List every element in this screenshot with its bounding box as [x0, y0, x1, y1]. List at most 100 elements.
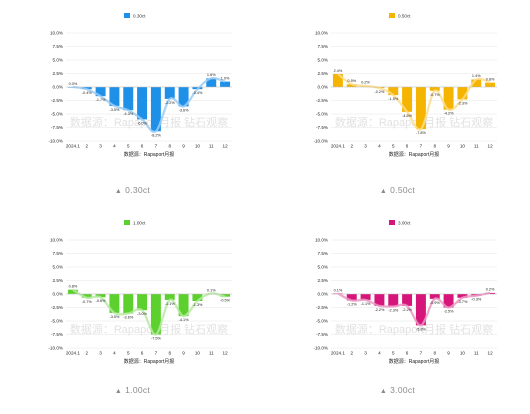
chart-panel-300: 3.00ct 10.0% 7.5% 5.0% 2.5% 0.0% -2.5% -5.0% -7.…: [265, 207, 530, 414]
x-tick-label: 4: [378, 144, 381, 149]
y-tick-label: -7.5%: [51, 332, 63, 337]
y-tick-label: -5.0%: [51, 112, 63, 117]
triangle-icon: ▲: [379, 388, 388, 395]
legend: 0.50ct: [389, 13, 411, 19]
data-label: -0.3%: [471, 298, 482, 302]
data-label: 0.2%: [361, 81, 370, 85]
data-label: -0.2%: [374, 90, 385, 94]
x-tick-label: 5: [392, 144, 395, 149]
x-tick-label: 2024.1: [66, 351, 80, 356]
triangle-icon: ▲: [114, 188, 123, 195]
x-tick-label: 8: [168, 144, 171, 149]
x-tick-label: 6: [406, 351, 409, 356]
y-tick-label: 10.0%: [50, 31, 63, 36]
y-tick-label: 2.5%: [318, 71, 328, 76]
data-label: -0.4%: [192, 91, 203, 95]
chart-030: 0.30ct 10.0% 7.5% 5.0% 2.5% 0.0% -2.5% -5.0% -7.…: [48, 13, 232, 158]
legend-swatch: [124, 220, 130, 225]
y-tick-label: 0.0%: [53, 85, 63, 90]
x-tick-label: 7: [155, 351, 158, 356]
legend-swatch: [389, 220, 395, 225]
bar: [137, 87, 148, 120]
x-tick-label: 5: [127, 351, 130, 356]
y-tick-label: 0.0%: [318, 85, 328, 90]
source-label: 数据源：Rapaport月报: [124, 358, 175, 365]
data-label: 0.8%: [486, 77, 495, 81]
bar: [457, 294, 468, 298]
data-label: -3.0%: [137, 312, 148, 316]
x-tick-label: 2024.1: [331, 351, 345, 356]
chart-panel-030: 0.30ct 10.0% 7.5% 5.0% 2.5% 0.0% -2.5% -5.0% -7.…: [0, 0, 265, 207]
x-tick-label: 5: [127, 144, 130, 149]
bar: [471, 79, 482, 87]
x-tick-label: 9: [182, 351, 185, 356]
bar: [402, 294, 413, 306]
bar: [402, 87, 413, 112]
y-tick-label: 7.5%: [53, 44, 63, 49]
x-tick-label: 3: [364, 144, 367, 149]
x-tick-label: 12: [223, 351, 229, 356]
data-label: -2.2%: [165, 101, 176, 105]
bar: [95, 294, 106, 298]
x-tick-label: 7: [155, 144, 158, 149]
x-tick-label: 10: [460, 144, 466, 149]
y-tick-label: -2.5%: [316, 305, 328, 310]
data-label: 0.1%: [207, 288, 216, 292]
x-tick-label: 9: [447, 351, 450, 356]
x-tick-label: 2: [85, 144, 88, 149]
x-tick-label: 10: [460, 351, 466, 356]
bar: [164, 294, 175, 300]
bar: [95, 87, 106, 97]
y-tick-label: -10.0%: [313, 139, 328, 144]
y-tick-label: -7.5%: [316, 125, 328, 130]
legend: 0.30ct: [124, 13, 146, 19]
watermark: 数据源：Rapaport月报 钻石观察: [70, 115, 228, 129]
bar: [429, 87, 440, 91]
legend-label: 3.00ct: [398, 221, 411, 226]
trend-line: [337, 73, 491, 131]
bar: [443, 294, 454, 308]
y-tick-label: -5.0%: [51, 319, 63, 324]
bar: [178, 87, 189, 107]
bar: [150, 294, 161, 335]
bar: [415, 87, 426, 130]
x-tick-label: 2: [350, 351, 353, 356]
bar: [67, 289, 78, 294]
x-tick-label: 8: [168, 351, 171, 356]
data-label: -2.3%: [457, 101, 468, 105]
data-label: 0.8%: [69, 284, 78, 288]
y-tick-label: 5.0%: [318, 58, 328, 63]
x-tick-label: 3: [99, 144, 102, 149]
bar: [109, 294, 120, 313]
data-label: -2.2%: [374, 308, 385, 312]
x-tick-label: 11: [209, 144, 214, 149]
data-label: -2.5%: [444, 310, 455, 314]
legend-label: 0.30ct: [133, 14, 146, 19]
x-tick-label: 11: [474, 144, 479, 149]
data-label: 0.2%: [486, 288, 495, 292]
data-label: -4.2%: [444, 112, 455, 116]
legend-label: 1.00ct: [133, 221, 146, 226]
data-label: -0.6%: [96, 299, 107, 303]
data-label: -1.5%: [388, 97, 399, 101]
x-tick-label: 3: [364, 351, 367, 356]
bar: [457, 87, 468, 100]
y-tick-label: 7.5%: [53, 251, 63, 256]
chart-300: 3.00ct 10.0% 7.5% 5.0% 2.5% 0.0% -2.5% -5.0% -7.…: [313, 220, 497, 365]
data-label: -3.6%: [179, 108, 190, 112]
x-tick-label: 2024.1: [66, 144, 80, 149]
x-tick-label: 6: [141, 351, 144, 356]
data-label: -8.2%: [151, 133, 162, 137]
x-tick-label: 7: [420, 144, 423, 149]
x-tick-label: 12: [223, 144, 229, 149]
bar: [388, 294, 399, 307]
data-label: -6.0%: [137, 121, 148, 125]
triangle-icon: ▲: [114, 388, 123, 395]
y-tick-label: 2.5%: [53, 278, 63, 283]
y-tick-label: 2.5%: [53, 71, 63, 76]
y-tick-label: 10.0%: [315, 31, 328, 36]
watermark: 数据源：Rapaport月报 钻石观察: [70, 322, 228, 336]
bar: [123, 87, 134, 111]
x-tick-label: 9: [447, 144, 450, 149]
bar: [332, 74, 343, 87]
